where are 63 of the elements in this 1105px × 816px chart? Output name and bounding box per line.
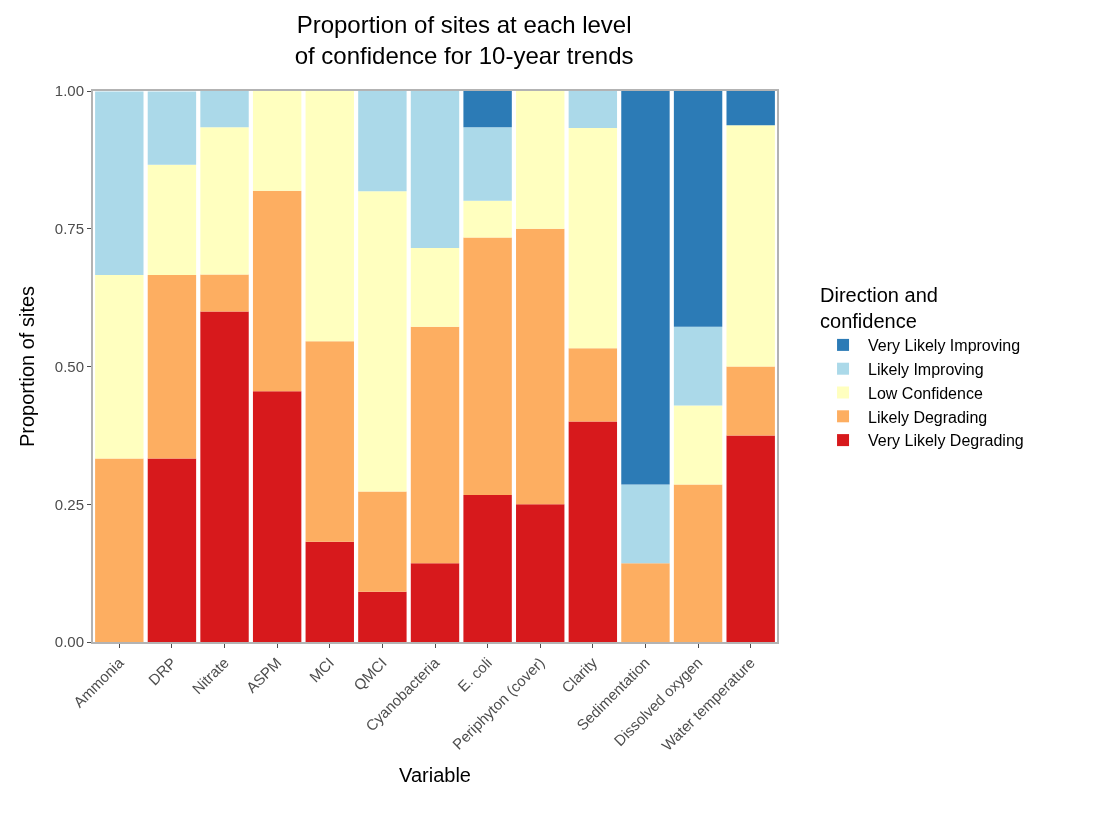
legend-label: Low Confidence: [868, 384, 983, 402]
bar: [726, 435, 775, 642]
x-axis-title: Variable: [399, 763, 471, 786]
y-tick-label: 0.25: [54, 495, 84, 513]
bar: [568, 91, 618, 128]
bar: [410, 326, 460, 564]
bar: [673, 91, 723, 327]
bar: [147, 458, 197, 642]
bar: [200, 127, 249, 275]
bar: [305, 91, 354, 342]
bar: [305, 341, 354, 542]
bar: [726, 125, 775, 367]
bar: [673, 326, 723, 406]
y-tick-label: 0.00: [54, 633, 84, 651]
x-tick-label: E. coli: [454, 653, 496, 695]
bar: [726, 91, 775, 126]
bar: [673, 405, 723, 485]
bar: [358, 191, 407, 492]
y-tick-label: 0.50: [54, 357, 84, 375]
bar: [621, 91, 670, 485]
bar: [726, 366, 775, 436]
bar: [568, 421, 618, 642]
legend-label: Likely Degrading: [868, 408, 988, 426]
bar: [358, 91, 407, 192]
legend-title: Direction and confidence: [820, 284, 938, 332]
bar: [252, 190, 302, 392]
bar: [673, 484, 723, 642]
bar: [200, 311, 249, 642]
bar: [463, 127, 512, 201]
y-axis-title: Proportion of sites: [15, 285, 38, 448]
bar: [516, 504, 565, 642]
chart-title: Proportion of sites at each level of confidence for 10-year trends: [294, 10, 634, 69]
bar: [463, 494, 512, 642]
y-tick-label: 0.75: [54, 220, 84, 237]
legend-label: Likely Improving: [868, 360, 984, 378]
bar: [463, 91, 512, 128]
bar: [147, 91, 197, 165]
bar: [95, 458, 144, 642]
bar: [621, 484, 670, 564]
bar: [147, 164, 197, 276]
bar: [568, 127, 618, 349]
bar: [200, 91, 249, 128]
bar: [252, 91, 302, 191]
bar: [410, 248, 460, 327]
bar: [305, 541, 354, 642]
y-tick-label: 1.00: [54, 82, 84, 100]
bar: [358, 591, 407, 642]
bar: [621, 563, 670, 642]
bar: [463, 237, 512, 495]
bar: [516, 91, 565, 229]
bar: [147, 275, 197, 459]
bar: [252, 391, 302, 642]
bar: [516, 228, 565, 505]
bar: [410, 563, 460, 642]
legend-label: Very Likely Degrading: [868, 432, 1024, 450]
legend-label: Very Likely Improving: [868, 337, 1021, 355]
bar: [463, 200, 512, 238]
bar: [358, 491, 407, 592]
bar: [410, 91, 460, 249]
bar: [568, 348, 618, 422]
bar: [200, 274, 249, 312]
bar: [95, 275, 144, 459]
bar: [95, 91, 144, 276]
